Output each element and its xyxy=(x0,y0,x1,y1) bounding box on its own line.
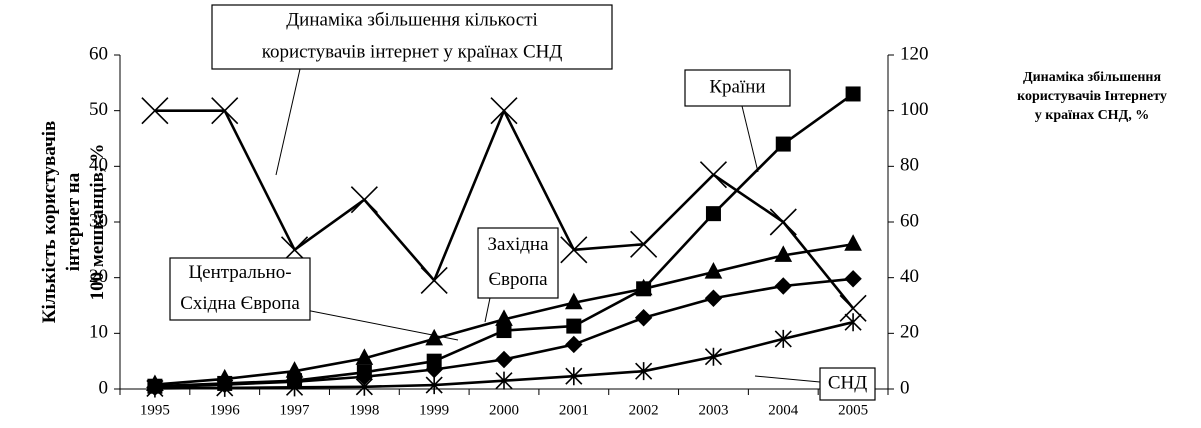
asterisk-marker xyxy=(495,371,513,390)
cross-marker xyxy=(490,97,518,125)
annotation-box xyxy=(684,69,791,107)
asterisk-marker xyxy=(216,378,234,397)
y-tick-label: 0 xyxy=(99,377,109,398)
square-marker xyxy=(775,136,791,152)
triangle-marker xyxy=(564,292,583,310)
annotation-pointer xyxy=(741,105,759,173)
annotation-text: користувачів інтернет у країнах СНД xyxy=(262,41,563,62)
y2-tick-label: 80 xyxy=(900,155,919,176)
cross-marker xyxy=(839,294,867,322)
y-axis-title-line: Кількість користувачів xyxy=(39,121,60,324)
y-tick-label: 30 xyxy=(89,210,108,231)
triangle-marker xyxy=(774,245,793,262)
annotation-pointer xyxy=(484,297,491,323)
x-tick-label: 2003 xyxy=(698,402,728,418)
y2-axis-title: у країнах СНД, % xyxy=(1035,108,1149,123)
asterisk-marker xyxy=(146,379,164,398)
y-axis-title: Кількість користувачів інтернет на 100 меш… xyxy=(39,121,108,324)
y2-axis-title: Динаміка збільшення xyxy=(1023,70,1161,85)
asterisk-marker xyxy=(774,329,792,348)
cross-marker xyxy=(769,208,797,236)
cross-marker xyxy=(699,161,728,189)
annotation-text: Центрально- xyxy=(188,262,291,283)
x-tick-label: 2004 xyxy=(768,402,799,418)
annotation-text: СНД xyxy=(828,372,867,393)
asterisk-marker xyxy=(425,376,443,395)
annotation-box xyxy=(819,367,876,401)
y-tick-label: 60 xyxy=(89,43,108,64)
y2-tick-label: 60 xyxy=(900,210,919,231)
triangle-marker xyxy=(425,328,444,346)
cross-marker xyxy=(420,266,448,295)
x-tick-label: 1996 xyxy=(210,402,241,418)
y2-tick-label: 20 xyxy=(900,322,919,343)
square-marker xyxy=(705,206,721,222)
square-marker xyxy=(845,86,861,102)
x-tick-label: 2002 xyxy=(629,402,659,418)
annotation-pointer xyxy=(754,375,821,383)
y2-tick-label: 0 xyxy=(900,377,910,398)
triangle-marker xyxy=(495,309,513,326)
y-tick-label: 40 xyxy=(89,155,108,176)
annotation-text: Динаміка збільшення кількості xyxy=(286,9,538,30)
x-tick-label: 2001 xyxy=(559,402,589,418)
diamond-marker xyxy=(774,277,792,295)
asterisk-marker xyxy=(635,362,653,381)
x-tick-label: 1999 xyxy=(419,402,449,418)
y-axis-title-line: інтернет на xyxy=(63,172,84,271)
asterisk-marker xyxy=(844,313,862,332)
triangle-marker xyxy=(634,278,653,296)
square-marker xyxy=(566,318,582,334)
cross-marker xyxy=(211,97,239,125)
annotation-text: Західна xyxy=(488,234,550,255)
triangle-marker xyxy=(704,262,723,279)
diamond-marker xyxy=(495,350,513,369)
triangle-marker xyxy=(844,234,862,251)
diamond-marker xyxy=(844,270,862,288)
cross-marker xyxy=(630,230,658,258)
asterisk-marker xyxy=(704,347,723,366)
y2-axis-title: користувачів Інтернету xyxy=(1017,89,1167,104)
y-tick-label: 50 xyxy=(89,99,108,120)
cross-marker xyxy=(141,97,169,125)
annotation-pointer xyxy=(275,68,301,176)
annotation-box xyxy=(211,4,613,70)
x-tick-label: 2000 xyxy=(489,402,519,418)
diamond-marker xyxy=(565,335,583,354)
triangle-marker xyxy=(355,348,374,365)
asterisk-marker xyxy=(565,367,583,386)
diamond-marker xyxy=(704,289,723,307)
x-tick-label: 1998 xyxy=(349,402,379,418)
y-axis-title-line: 100 мешканців, % xyxy=(87,144,108,301)
y2-tick-label: 100 xyxy=(900,99,929,120)
asterisk-marker xyxy=(355,377,373,396)
diamond-marker xyxy=(634,309,653,327)
cross-marker xyxy=(560,236,588,264)
annotation-text: Східна Європа xyxy=(180,293,300,314)
annotation-box xyxy=(477,227,559,299)
y2-tick-label: 40 xyxy=(900,266,919,287)
x-tick-label: 1995 xyxy=(140,402,170,418)
asterisk-marker xyxy=(285,378,304,397)
x-tick-label: 1997 xyxy=(280,402,311,418)
cross-marker xyxy=(350,186,378,214)
y2-tick-label: 120 xyxy=(900,43,929,64)
annotation-text: Європа xyxy=(488,269,548,290)
y-tick-label: 20 xyxy=(89,266,108,287)
annotation-text: Країни xyxy=(709,76,765,97)
x-tick-label: 2005 xyxy=(838,402,868,418)
y-tick-label: 10 xyxy=(89,322,108,343)
annotation-box xyxy=(169,257,311,321)
